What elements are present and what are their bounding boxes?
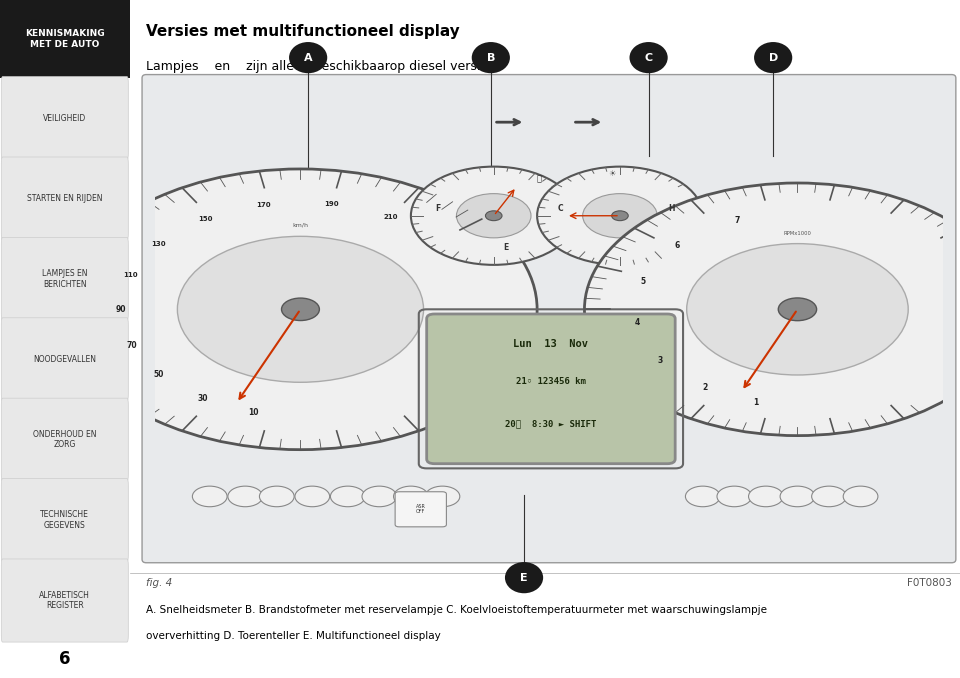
- Text: fig. 4: fig. 4: [146, 578, 173, 588]
- Text: 6: 6: [675, 241, 680, 250]
- Text: STARTEN EN RIJDEN: STARTEN EN RIJDEN: [27, 194, 103, 203]
- Text: 10: 10: [249, 408, 259, 417]
- Circle shape: [585, 183, 960, 436]
- Text: ASR
OFF: ASR OFF: [416, 504, 425, 515]
- Text: A. Snelheidsmeter B. Brandstofmeter met reservelampje C. Koelvloeistoftemperatuu: A. Snelheidsmeter B. Brandstofmeter met …: [146, 605, 767, 615]
- Text: 2: 2: [702, 384, 708, 393]
- Text: 170: 170: [255, 202, 271, 208]
- Text: E: E: [520, 573, 528, 582]
- Circle shape: [505, 562, 543, 593]
- Text: Versies met multifunctioneel display: Versies met multifunctioneel display: [146, 24, 460, 39]
- Circle shape: [411, 167, 577, 265]
- Text: 7: 7: [734, 216, 739, 225]
- Circle shape: [281, 298, 320, 321]
- Circle shape: [811, 486, 847, 506]
- Text: Lun  13  Nov: Lun 13 Nov: [514, 339, 588, 349]
- Circle shape: [686, 243, 908, 375]
- Circle shape: [749, 486, 783, 506]
- FancyBboxPatch shape: [0, 0, 130, 78]
- Text: H: H: [668, 204, 675, 213]
- Text: VEILIGHEID: VEILIGHEID: [43, 114, 86, 123]
- Circle shape: [843, 486, 877, 506]
- Text: 30: 30: [197, 395, 207, 403]
- Circle shape: [717, 486, 752, 506]
- Text: km/h: km/h: [293, 222, 308, 228]
- Text: 20℃  8:30 ► SHIFT: 20℃ 8:30 ► SHIFT: [505, 420, 596, 428]
- Text: 6: 6: [60, 650, 70, 669]
- Text: NOODGEVALLEN: NOODGEVALLEN: [34, 355, 96, 364]
- Circle shape: [295, 486, 329, 506]
- Text: F0T0803: F0T0803: [907, 578, 951, 588]
- Text: 5: 5: [640, 277, 645, 285]
- Circle shape: [754, 42, 792, 73]
- FancyBboxPatch shape: [1, 157, 129, 240]
- Circle shape: [471, 42, 510, 73]
- Text: KENNISMAKING
MET DE AUTO: KENNISMAKING MET DE AUTO: [25, 29, 105, 49]
- Text: Lampjes    en    zijn alleen beschikbaarop diesel versies.: Lampjes en zijn alleen beschikbaarop die…: [146, 60, 499, 73]
- FancyBboxPatch shape: [142, 75, 956, 563]
- Text: 130: 130: [152, 241, 166, 247]
- Circle shape: [486, 211, 502, 220]
- Circle shape: [330, 486, 365, 506]
- Text: D: D: [769, 53, 778, 62]
- Text: LAMPJES EN
BERICHTEN: LAMPJES EN BERICHTEN: [42, 269, 87, 289]
- Text: 1: 1: [753, 397, 758, 407]
- Text: 4: 4: [635, 318, 639, 327]
- Text: ALFABETISCH
REGISTER: ALFABETISCH REGISTER: [39, 591, 90, 610]
- Circle shape: [630, 42, 668, 73]
- Circle shape: [259, 486, 294, 506]
- Text: TECHNISCHE
GEGEVENS: TECHNISCHE GEGEVENS: [40, 511, 89, 530]
- Text: oververhitting D. Toerenteller E. Multifunctioneel display: oververhitting D. Toerenteller E. Multif…: [146, 631, 441, 641]
- Text: F: F: [435, 204, 440, 213]
- Circle shape: [583, 194, 658, 238]
- Text: 50: 50: [154, 370, 164, 380]
- Circle shape: [192, 486, 228, 506]
- FancyBboxPatch shape: [1, 318, 129, 401]
- Text: E: E: [504, 243, 509, 252]
- Text: C: C: [644, 53, 653, 62]
- Circle shape: [425, 486, 460, 506]
- Circle shape: [537, 167, 703, 265]
- Text: ONDERHOUD EN
ZORG: ONDERHOUD EN ZORG: [33, 430, 97, 450]
- Text: ⛽: ⛽: [537, 174, 541, 183]
- FancyBboxPatch shape: [1, 237, 129, 321]
- FancyBboxPatch shape: [1, 77, 129, 160]
- Text: 110: 110: [123, 272, 137, 277]
- Text: 3: 3: [658, 356, 662, 365]
- Circle shape: [394, 486, 428, 506]
- Text: 70: 70: [126, 341, 136, 351]
- Text: 21◦ 123456 km: 21◦ 123456 km: [516, 378, 586, 386]
- Circle shape: [362, 486, 396, 506]
- Circle shape: [289, 42, 327, 73]
- Text: C: C: [558, 204, 564, 213]
- Circle shape: [456, 194, 531, 238]
- Circle shape: [178, 237, 423, 382]
- Text: ☀: ☀: [608, 170, 615, 178]
- Circle shape: [779, 298, 817, 321]
- Circle shape: [685, 486, 720, 506]
- Text: RPMx1000: RPMx1000: [783, 231, 811, 236]
- Circle shape: [63, 169, 537, 450]
- FancyBboxPatch shape: [1, 559, 129, 642]
- Text: 190: 190: [324, 201, 339, 207]
- Text: 150: 150: [198, 216, 212, 222]
- Text: 210: 210: [383, 214, 397, 220]
- Circle shape: [780, 486, 815, 506]
- FancyBboxPatch shape: [1, 479, 129, 561]
- Circle shape: [228, 486, 263, 506]
- FancyBboxPatch shape: [426, 314, 675, 464]
- FancyBboxPatch shape: [396, 492, 446, 527]
- Text: 90: 90: [115, 305, 126, 314]
- Text: A: A: [303, 53, 312, 62]
- Text: B: B: [487, 53, 495, 62]
- Circle shape: [612, 211, 628, 220]
- FancyBboxPatch shape: [1, 398, 129, 481]
